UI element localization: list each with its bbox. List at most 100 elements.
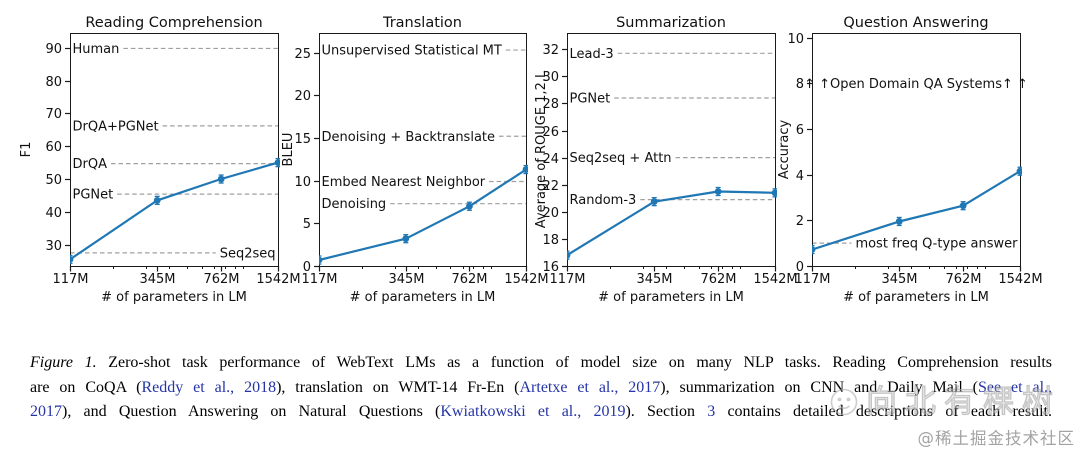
y-axis-label: Average of ROUGE 1,2,L [534,70,549,228]
y-tick-label: 6 [796,123,804,138]
baseline-label: Embed Nearest Neighbor [322,175,486,190]
y-tick-label: 90 [45,42,62,57]
x-tick-label: 1542M [504,272,548,287]
data-point [812,246,816,253]
data-point [153,196,161,204]
y-tick-label: 60 [45,140,62,155]
y-axis-label: Accuracy [777,120,792,180]
caption-line: are on CoQA (Reddy et al., 2018), transl… [30,376,1052,401]
data-point [217,175,225,183]
data-point [771,189,777,197]
data-point [650,198,658,206]
caption-text: ). Section [625,403,708,420]
y-tick-label: 30 [45,239,62,254]
x-tick-label: 762M [700,272,736,287]
y-tick-label: 40 [45,206,62,221]
citation-link[interactable]: 2017 [30,403,62,420]
y-tick-label: 70 [45,107,62,122]
baseline-label: Seq2seq + Attn [570,151,672,166]
y-tick-label: 10 [787,32,804,47]
baseline-label: Lead-3 [570,47,614,62]
y-tick-label: 15 [294,132,311,147]
y-tick-label: 25 [294,47,311,62]
data-point [522,166,528,173]
axes: 0 2 4 6 8 10 117M 345M 762M 1542M [787,32,1042,287]
x-tick-label: 345M [139,272,175,287]
y-tick-label: 20 [294,89,311,104]
labels: # of parameters in LM F1 Reading Comprehen… [19,15,277,305]
x-tick-label: 762M [451,272,487,287]
baseline-label: PGNet [73,188,114,203]
caption-text: ), and Question Answering on Natural Que… [62,403,441,420]
y-tick-label: 24 [542,152,559,167]
x-tick-label: 1542M [256,272,300,287]
y-tick-label: 18 [542,233,559,248]
series-line [812,170,1021,251]
axes: 0 5 10 15 20 25 117M 345M 762M 1542M [294,33,549,287]
data-series [319,164,528,265]
baseline-label: Human [73,42,120,57]
figure-caption: Figure 1. Zero-shot task performance of … [30,351,1052,425]
y-tick-label: 50 [45,173,62,188]
x-tick-label: 1542M [753,272,797,287]
chart-title: Summarization [616,15,726,31]
chart-summarization: 16 18 20 22 24 26 28 30 32 117M 345M 762M 1542M # of … [534,15,798,305]
series-line [567,190,776,257]
caption-text: are on CoQA ( [30,378,142,396]
y-tick-label: 0 [796,260,804,275]
y-tick-label: 26 [542,125,559,140]
chart-title: Reading Comprehension [85,15,262,31]
data-point [1016,167,1022,175]
caption-text: ), summarization on CNN and Daily Mail ( [660,378,979,396]
baseline-label: Denoising [322,197,387,212]
citation-link[interactable]: Reddy et al., 2018 [141,378,277,396]
baseline-label: Unsupervised Statistical MT [322,44,502,59]
y-tick-label: 20 [542,206,559,221]
citation-link[interactable]: See et al., [978,378,1053,396]
x-axis-label: # of parameters in LM [101,290,247,305]
y-tick-label: 2 [796,214,804,229]
data-series [567,186,777,260]
series-line [319,168,527,262]
reference-lines [614,52,775,201]
x-axis-label: # of parameters in LM [598,290,744,305]
series-line [70,161,279,261]
baseline-label: Random-3 [570,193,637,208]
data-point [402,235,410,243]
axes: 16 18 20 22 24 26 28 30 32 117M 345M 762M 1542M [542,33,798,287]
y-tick-label: 80 [45,75,62,90]
data-point [567,251,571,259]
x-tick-label: 345M [388,272,424,287]
baseline-label: DrQA [73,157,108,172]
data-point [959,202,967,210]
caption-text: Zero-shot task performance of WebText LM… [96,354,1053,371]
caption-line: Figure 1. Zero-shot task performance of … [30,351,1052,376]
x-tick-label: 117M [301,272,337,287]
data-point [70,256,74,263]
watermark-credit: @稀土掘金技术社区 [917,429,1075,448]
baseline-label: Denoising + Backtranslate [322,130,496,145]
y-tick-label: 8 [796,77,804,92]
chart-title: Question Answering [843,15,988,31]
baseline-label: PGNet [570,92,611,107]
caption-text: contains detailed descriptions of each r… [715,403,1052,420]
y-axis-label: F1 [19,142,34,158]
labels: # of parameters in LM Accuracy Question An… [777,15,1028,305]
baseline-label: most freq Q-type answer [855,237,1018,252]
y-tick-label: 22 [542,179,559,194]
y-tick-label: 10 [294,175,311,190]
figure-label: Figure 1. [30,354,97,371]
data-series [70,157,280,265]
citation-link[interactable]: Kwiatkowski et al., 2019 [440,403,626,420]
caption-text: ), translation on WMT-14 Fr-En ( [276,378,520,396]
citation-link[interactable]: 3 [707,403,716,420]
y-tick-label: 0 [303,260,311,275]
data-point [714,188,722,195]
data-point [466,202,473,210]
citation-link[interactable]: Artetxe et al., 2017 [519,378,661,396]
y-tick-label: 4 [796,169,804,184]
x-tick-label: 762M [945,272,981,287]
y-tick-label: 30 [542,70,559,85]
